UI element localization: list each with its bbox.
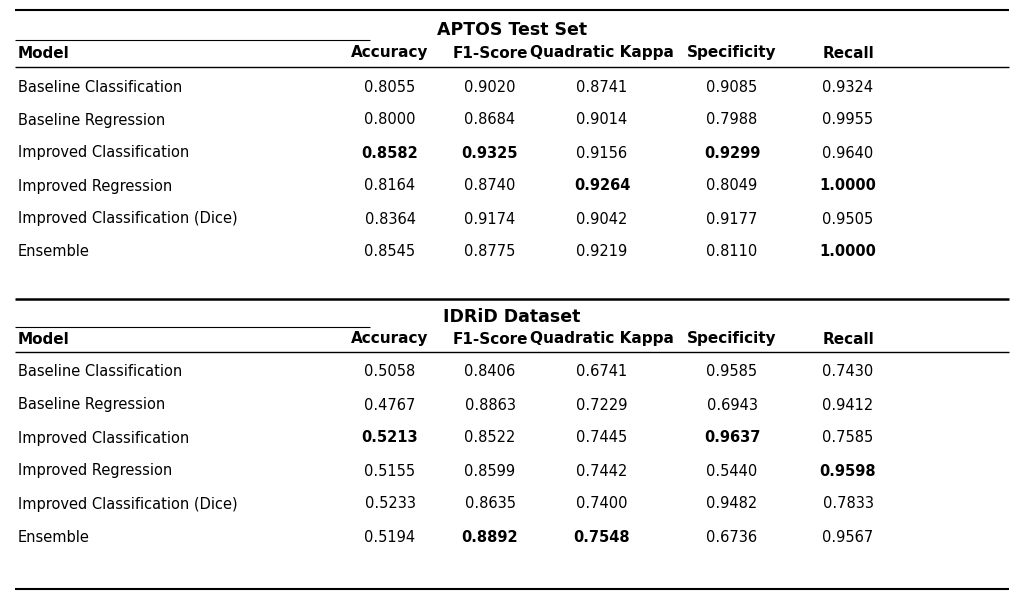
Text: 0.9219: 0.9219 — [577, 245, 628, 260]
Text: 0.9174: 0.9174 — [464, 211, 516, 226]
Text: 0.6741: 0.6741 — [577, 364, 628, 379]
Text: Quadratic Kappa: Quadratic Kappa — [530, 46, 674, 61]
Text: Model: Model — [18, 331, 70, 347]
Text: 0.5155: 0.5155 — [365, 464, 416, 478]
Text: 0.9567: 0.9567 — [822, 529, 873, 544]
Text: 0.8599: 0.8599 — [465, 464, 515, 478]
Text: 0.5213: 0.5213 — [361, 430, 419, 446]
Text: Improved Classification (Dice): Improved Classification (Dice) — [18, 497, 238, 512]
Text: Improved Classification (Dice): Improved Classification (Dice) — [18, 211, 238, 226]
Text: 0.8049: 0.8049 — [707, 178, 758, 194]
Text: 0.7548: 0.7548 — [573, 529, 631, 544]
Text: 0.8000: 0.8000 — [365, 112, 416, 127]
Text: 0.9085: 0.9085 — [707, 80, 758, 95]
Text: 0.9637: 0.9637 — [703, 430, 760, 446]
Text: 0.8863: 0.8863 — [465, 398, 515, 413]
Text: 0.7229: 0.7229 — [577, 398, 628, 413]
Text: Accuracy: Accuracy — [351, 46, 429, 61]
Text: Baseline Classification: Baseline Classification — [18, 364, 182, 379]
Text: 0.9585: 0.9585 — [707, 364, 758, 379]
Text: 0.4767: 0.4767 — [365, 398, 416, 413]
Text: 0.8055: 0.8055 — [365, 80, 416, 95]
Text: 0.7400: 0.7400 — [577, 497, 628, 512]
Text: Specificity: Specificity — [687, 46, 777, 61]
Text: 0.8635: 0.8635 — [465, 497, 515, 512]
Text: 0.9640: 0.9640 — [822, 146, 873, 160]
Text: 0.5233: 0.5233 — [365, 497, 416, 512]
Text: 0.9020: 0.9020 — [464, 80, 516, 95]
Text: 0.9482: 0.9482 — [707, 497, 758, 512]
Text: 0.8684: 0.8684 — [465, 112, 515, 127]
Text: Ensemble: Ensemble — [18, 529, 90, 544]
Text: Recall: Recall — [822, 46, 873, 61]
Text: 0.7442: 0.7442 — [577, 464, 628, 478]
Text: Ensemble: Ensemble — [18, 245, 90, 260]
Text: 0.8775: 0.8775 — [464, 245, 516, 260]
Text: Accuracy: Accuracy — [351, 331, 429, 347]
Text: 1.0000: 1.0000 — [819, 245, 877, 260]
Text: 0.9177: 0.9177 — [707, 211, 758, 226]
Text: Recall: Recall — [822, 331, 873, 347]
Text: 0.9505: 0.9505 — [822, 211, 873, 226]
Text: 0.5440: 0.5440 — [707, 464, 758, 478]
Text: Improved Regression: Improved Regression — [18, 464, 172, 478]
Text: Specificity: Specificity — [687, 331, 777, 347]
Text: 0.7430: 0.7430 — [822, 364, 873, 379]
Text: 0.8406: 0.8406 — [464, 364, 516, 379]
Text: 0.9014: 0.9014 — [577, 112, 628, 127]
Text: 0.9156: 0.9156 — [577, 146, 628, 160]
Text: Improved Classification: Improved Classification — [18, 430, 189, 446]
Text: 0.5058: 0.5058 — [365, 364, 416, 379]
Text: 0.7988: 0.7988 — [707, 112, 758, 127]
Text: 0.7833: 0.7833 — [822, 497, 873, 512]
Text: 0.8582: 0.8582 — [361, 146, 419, 160]
Text: 0.9042: 0.9042 — [577, 211, 628, 226]
Text: 0.8110: 0.8110 — [707, 245, 758, 260]
Text: 0.8522: 0.8522 — [464, 430, 516, 446]
Text: 0.8892: 0.8892 — [462, 529, 518, 544]
Text: F1-Score: F1-Score — [453, 331, 527, 347]
Text: 0.9325: 0.9325 — [462, 146, 518, 160]
Text: Baseline Classification: Baseline Classification — [18, 80, 182, 95]
Text: 0.9264: 0.9264 — [573, 178, 630, 194]
Text: 0.7445: 0.7445 — [577, 430, 628, 446]
Text: 0.9598: 0.9598 — [819, 464, 877, 478]
Text: 0.9324: 0.9324 — [822, 80, 873, 95]
Text: 0.8164: 0.8164 — [365, 178, 416, 194]
Text: Baseline Regression: Baseline Regression — [18, 112, 165, 127]
Text: F1-Score: F1-Score — [453, 46, 527, 61]
Text: 0.9299: 0.9299 — [703, 146, 760, 160]
Text: 0.9412: 0.9412 — [822, 398, 873, 413]
Text: 0.8741: 0.8741 — [577, 80, 628, 95]
Text: 0.8545: 0.8545 — [365, 245, 416, 260]
Text: 0.9955: 0.9955 — [822, 112, 873, 127]
Text: 0.8364: 0.8364 — [365, 211, 416, 226]
Text: 0.8740: 0.8740 — [464, 178, 516, 194]
Text: 0.5194: 0.5194 — [365, 529, 416, 544]
Text: APTOS Test Set: APTOS Test Set — [437, 21, 587, 39]
Text: Improved Regression: Improved Regression — [18, 178, 172, 194]
Text: Baseline Regression: Baseline Regression — [18, 398, 165, 413]
Text: 1.0000: 1.0000 — [819, 178, 877, 194]
Text: 0.6736: 0.6736 — [707, 529, 758, 544]
Text: Model: Model — [18, 46, 70, 61]
Text: 0.7585: 0.7585 — [822, 430, 873, 446]
Text: 0.6943: 0.6943 — [707, 398, 758, 413]
Text: IDRiD Dataset: IDRiD Dataset — [443, 308, 581, 326]
Text: Quadratic Kappa: Quadratic Kappa — [530, 331, 674, 347]
Text: Improved Classification: Improved Classification — [18, 146, 189, 160]
